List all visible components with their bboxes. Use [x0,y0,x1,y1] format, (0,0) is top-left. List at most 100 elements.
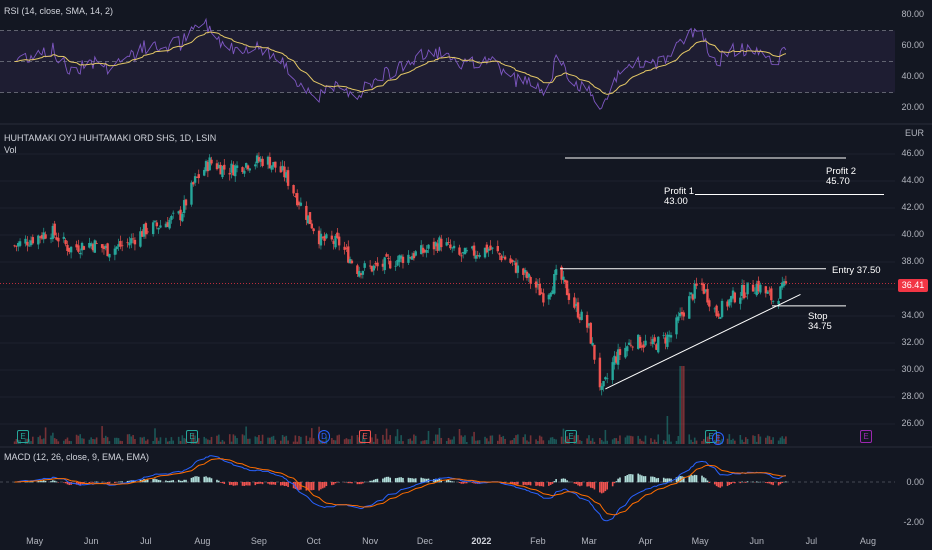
macd-histogram-bar [451,481,454,483]
macd-histogram-bar [165,480,167,483]
candle-body [598,357,602,388]
candle-body [757,280,760,292]
candle-body [131,238,135,240]
volume-bar [281,435,284,444]
volume-bar [63,440,65,444]
macd-histogram-bar [562,478,565,483]
dividend-badge[interactable]: E [712,432,724,445]
volume-bar [706,436,709,444]
volume-bar [79,434,82,444]
dividend-badge[interactable]: D [318,430,330,443]
macd-histogram-bar [369,480,371,483]
candle-body [347,246,350,263]
macd-histogram-bar [228,482,231,486]
candle-body [235,165,239,168]
candle-body [516,265,520,273]
volume-label: Vol [4,145,17,155]
macd-histogram-bar [677,476,680,483]
macd-histogram-bar [602,482,605,493]
volume-bar [92,438,94,444]
macd-histogram-bar [522,482,525,486]
macd-histogram-bar [695,475,698,483]
volume-bar [425,440,428,444]
candle-body [359,273,363,275]
volume-bar [170,437,173,444]
macd-histogram-bar [777,482,780,486]
earnings-badge[interactable]: E [17,430,29,443]
candle-body [17,242,20,247]
candle-body [425,250,428,253]
macd-histogram-bar [425,478,428,483]
volume-bar [513,437,516,444]
macd-histogram-bar [385,476,388,483]
candle-body [274,161,277,168]
candle-body [511,259,514,263]
candle-body [440,238,443,248]
volume-bar [734,440,736,444]
candle-body [655,344,658,350]
candle-body [38,236,42,238]
macd-histogram-bar [309,482,311,491]
earnings-badge[interactable]: E [186,430,198,443]
earnings-badge[interactable]: E [860,430,872,443]
candle-body [356,265,359,274]
candle-body [538,283,541,296]
macd-histogram-bar [307,482,309,491]
candle-body [172,212,175,214]
volume-bar [666,416,669,444]
price-tick: 30.00 [901,364,924,374]
volume-bar [39,435,41,444]
volume-bar [139,437,142,444]
candle-body [79,252,82,255]
volume-bar [177,436,180,444]
candle-body [527,273,530,278]
macd-histogram-bar [409,478,412,483]
volume-bar [146,439,149,444]
macd-histogram-bar [471,482,474,483]
candle-body [649,342,653,344]
candle-body [401,256,405,263]
macd-histogram-bar [765,482,767,483]
macd-histogram-bar [50,481,52,483]
earnings-badge[interactable]: E [359,430,371,443]
macd-histogram-bar [553,481,556,483]
candle-body [113,248,117,255]
volume-bar [703,439,705,444]
macd-histogram-bar [579,482,581,487]
volume-bar [94,439,96,444]
macd-histogram-bar [41,480,43,483]
earnings-badge[interactable]: E [565,430,577,443]
macd-histogram-bar [535,482,537,486]
macd-histogram-bar [701,475,703,483]
volume-bar [114,437,116,444]
volume-bar [728,434,731,444]
volume-bar [272,435,275,444]
candle-body [423,250,427,253]
volume-bar [593,441,596,444]
candle-body [576,302,580,318]
candle-body [624,347,627,358]
x-axis-tick: Jun [749,536,764,546]
candle-body [554,269,558,275]
volume-bar [489,435,492,444]
macd-histogram-bar [739,482,742,484]
volume-bar [604,429,607,444]
candle-body [399,255,403,259]
volume-bar [349,439,351,444]
volume-bar [726,438,729,444]
macd-histogram-bar [92,482,94,483]
candle-body [688,296,691,319]
candle-body [746,282,749,295]
volume-bar [562,428,565,444]
macd-histogram-bar [121,481,123,483]
macd-histogram-bar [744,482,747,483]
macd-histogram-bar [28,481,30,483]
candle-body [733,292,737,303]
volume-bar [478,440,481,444]
macd-histogram-bar [194,476,196,483]
candle-body [551,290,554,295]
macd-histogram-bar [261,482,264,485]
macd-histogram-bar [766,482,769,484]
